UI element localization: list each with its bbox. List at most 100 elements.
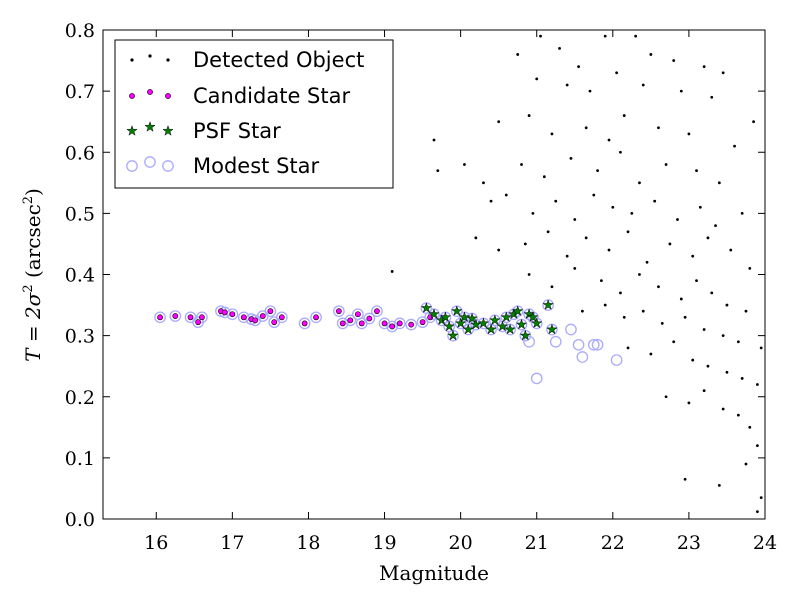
detected-object-point bbox=[474, 236, 478, 240]
detected-object-point bbox=[580, 309, 584, 313]
legend-candidate-star-marker bbox=[165, 93, 171, 99]
legend-box bbox=[114, 39, 394, 189]
detected-object-point bbox=[721, 407, 725, 411]
legend-candidate-star-marker bbox=[147, 89, 153, 95]
detected-object-point bbox=[645, 260, 649, 264]
detected-object-point bbox=[630, 211, 634, 215]
detected-object-point bbox=[679, 89, 683, 93]
candidate-star-point bbox=[419, 319, 426, 326]
modest-star-point bbox=[275, 311, 288, 324]
modest-star-point bbox=[393, 317, 406, 330]
detected-object-point bbox=[546, 230, 550, 234]
candidate-star-point bbox=[339, 320, 346, 327]
modest-star-point bbox=[591, 338, 604, 351]
detected-object-point bbox=[527, 273, 531, 276]
modest-star-point bbox=[237, 311, 250, 324]
detected-object-point bbox=[520, 163, 523, 166]
detected-object-point bbox=[577, 65, 580, 69]
detected-object-point bbox=[683, 315, 687, 319]
detected-object-point bbox=[619, 150, 622, 154]
candidate-star-point bbox=[221, 309, 228, 316]
detected-object-point bbox=[622, 114, 626, 117]
detected-object-point bbox=[691, 254, 695, 258]
detected-object-point bbox=[664, 395, 668, 399]
detected-object-point bbox=[649, 352, 653, 356]
detected-object-point bbox=[626, 230, 630, 234]
modest-star-point bbox=[371, 305, 383, 318]
detected-object-point bbox=[721, 71, 725, 75]
detected-object-point bbox=[607, 248, 611, 252]
candidate-star-point bbox=[271, 319, 278, 326]
detected-object-point bbox=[565, 254, 569, 258]
detected-object-point bbox=[584, 126, 588, 130]
detected-object-point bbox=[390, 270, 394, 273]
detected-object-point bbox=[516, 53, 520, 56]
detected-object-point bbox=[653, 199, 657, 203]
legend-modest-star-marker bbox=[144, 156, 156, 168]
legend-label-detected: Detected Object bbox=[193, 48, 364, 72]
detected-object-point bbox=[695, 169, 698, 172]
detected-object-point bbox=[759, 496, 763, 500]
legend-label-candidate: Candidate Star bbox=[193, 84, 350, 108]
detected-object-point bbox=[550, 132, 554, 136]
modest-star-point bbox=[333, 305, 345, 318]
y-tick-label: 0.1 bbox=[65, 448, 95, 470]
detected-object-point bbox=[531, 211, 535, 215]
detected-object-point bbox=[664, 163, 668, 166]
detected-object-point bbox=[740, 377, 744, 380]
legend-candidate-star-marker bbox=[129, 93, 135, 99]
detected-object-point bbox=[535, 77, 539, 81]
detected-object-point bbox=[539, 34, 542, 38]
detected-object-point bbox=[698, 205, 702, 209]
detected-object-point bbox=[603, 303, 607, 307]
candidate-star-point bbox=[259, 313, 266, 319]
detected-object-point bbox=[603, 34, 607, 38]
detected-object-point bbox=[702, 328, 706, 331]
detected-object-point bbox=[634, 34, 638, 38]
candidate-star-point bbox=[187, 314, 194, 321]
detected-object-point bbox=[755, 383, 759, 386]
detected-object-point bbox=[679, 297, 683, 301]
y-tick-label: 0.4 bbox=[65, 265, 95, 287]
candidate-star-point bbox=[278, 314, 285, 321]
detected-object-point bbox=[482, 181, 485, 185]
detected-object-point bbox=[668, 242, 672, 246]
modest-star-point bbox=[336, 317, 349, 330]
x-tick-label: 24 bbox=[753, 532, 777, 554]
modest-star-point bbox=[154, 311, 166, 324]
detected-object-point bbox=[736, 413, 740, 417]
detected-object-point bbox=[687, 132, 691, 136]
detected-object-point bbox=[725, 303, 729, 307]
detected-object-point bbox=[558, 46, 561, 50]
detected-object-point bbox=[523, 242, 527, 246]
modest-star-point bbox=[310, 311, 322, 324]
detected-object-point bbox=[569, 156, 573, 160]
modest-star-point bbox=[565, 323, 577, 336]
candidate-star-point bbox=[358, 320, 365, 327]
detected-object-point bbox=[504, 193, 508, 197]
detected-object-point bbox=[615, 71, 619, 75]
candidate-star-point bbox=[396, 320, 403, 327]
detected-object-point bbox=[497, 120, 501, 124]
detected-object-point bbox=[527, 114, 531, 117]
legend-modest-star-marker bbox=[162, 160, 174, 172]
x-tick-label: 16 bbox=[144, 532, 168, 554]
modest-star-point bbox=[378, 317, 391, 330]
detected-object-point bbox=[657, 126, 660, 130]
detected-object-point bbox=[649, 53, 653, 56]
detected-object-point bbox=[672, 59, 676, 62]
detected-object-point bbox=[710, 95, 714, 99]
x-tick-label: 22 bbox=[601, 532, 625, 554]
y-tick-label: 0.3 bbox=[65, 326, 95, 348]
modest-star-point bbox=[405, 318, 418, 331]
detected-object-point bbox=[497, 248, 501, 252]
detected-object-point bbox=[626, 346, 630, 350]
detected-object-point bbox=[622, 315, 626, 319]
detected-object-point bbox=[717, 181, 721, 185]
legend-detected-object-marker bbox=[130, 58, 134, 62]
y-tick-label: 0.8 bbox=[65, 20, 95, 42]
candidate-star-point bbox=[381, 320, 388, 327]
detected-object-point bbox=[554, 199, 558, 203]
detected-object-point bbox=[748, 425, 752, 429]
detected-object-point bbox=[702, 65, 706, 69]
